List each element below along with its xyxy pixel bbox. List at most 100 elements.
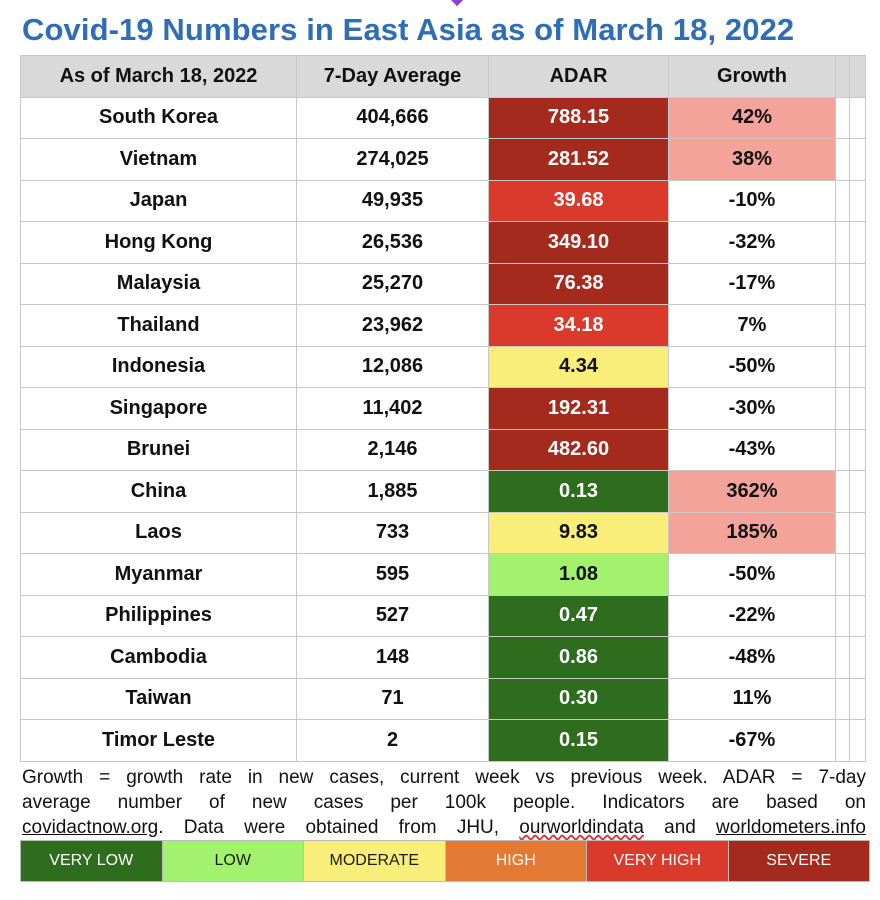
blank-cell	[835, 511, 850, 554]
growth-cell: 185%	[668, 511, 836, 554]
blank-cell	[849, 304, 866, 347]
blank-cell	[835, 387, 850, 430]
blank-cell	[835, 677, 850, 720]
blank-cell	[835, 138, 850, 181]
table-row: Thailand 23,962 34.18 7%	[20, 304, 866, 347]
average-cell: 2	[296, 719, 489, 762]
legend-item-moderate: MODERATE	[304, 841, 446, 881]
country-cell: Malaysia	[20, 262, 297, 305]
blank-cell	[849, 511, 866, 554]
footnote-text: and	[643, 817, 717, 838]
marker-icon	[449, 0, 465, 7]
growth-cell: 11%	[668, 677, 836, 720]
average-cell: 23,962	[296, 304, 489, 347]
blank-cell	[849, 138, 866, 181]
country-cell: Myanmar	[20, 553, 297, 596]
legend-item-low: LOW	[162, 841, 304, 881]
ourworldindata-link[interactable]: ourworldindata	[519, 817, 644, 838]
table-row: Singapore 11,402 192.31 -30%	[20, 387, 866, 430]
header-7day-average: 7-Day Average	[296, 55, 489, 98]
blank-cell	[849, 387, 866, 430]
table-body: South Korea 404,666 788.15 42% Vietnam 274,02…	[20, 96, 866, 762]
blank-cell	[835, 428, 850, 471]
growth-cell: -32%	[668, 221, 836, 264]
country-cell: South Korea	[20, 96, 297, 139]
average-cell: 71	[296, 677, 489, 720]
growth-cell: 42%	[668, 96, 836, 139]
average-cell: 12,086	[296, 345, 489, 388]
covid-table: As of March 18, 2022 7-Day Average ADAR …	[20, 55, 866, 762]
blank-cell	[849, 636, 866, 679]
footnote-line: covidactnow.org. Data were obtained from…	[22, 815, 866, 840]
blank-cell	[849, 428, 866, 471]
blank-cell	[835, 719, 850, 762]
legend: VERY LOW LOW MODERATE HIGH VERY HIGH SEVERE	[20, 840, 870, 882]
table-row: Laos 733 9.83 185%	[20, 511, 866, 554]
country-cell: Cambodia	[20, 636, 297, 679]
country-cell: Vietnam	[20, 138, 297, 181]
table-row: Timor Leste 2 0.15 -67%	[20, 719, 866, 762]
legend-item-very-high: VERY HIGH	[587, 841, 729, 881]
table-header-row: As of March 18, 2022 7-Day Average ADAR …	[20, 55, 866, 98]
blank-cell	[849, 345, 866, 388]
adar-cell: 34.18	[488, 304, 669, 347]
table-row: Myanmar 595 1.08 -50%	[20, 553, 866, 596]
legend-item-severe: SEVERE	[728, 841, 869, 881]
average-cell: 11,402	[296, 387, 489, 430]
table-row: Malaysia 25,270 76.38 -17%	[20, 262, 866, 305]
country-cell: Singapore	[20, 387, 297, 430]
average-cell: 527	[296, 594, 489, 637]
header-blank	[835, 55, 850, 98]
average-cell: 148	[296, 636, 489, 679]
growth-cell: -17%	[668, 262, 836, 305]
country-cell: Brunei	[20, 428, 297, 471]
country-cell: China	[20, 470, 297, 513]
country-cell: Hong Kong	[20, 221, 297, 264]
adar-cell: 76.38	[488, 262, 669, 305]
header-blank	[849, 55, 866, 98]
growth-cell: -67%	[668, 719, 836, 762]
adar-cell: 0.86	[488, 636, 669, 679]
blank-cell	[835, 594, 850, 637]
table-row: Japan 49,935 39.68 -10%	[20, 179, 866, 222]
footnote-line: Growth = growth rate in new cases, curre…	[22, 767, 866, 788]
growth-cell: 38%	[668, 138, 836, 181]
adar-cell: 0.15	[488, 719, 669, 762]
header-country: As of March 18, 2022	[20, 55, 297, 98]
adar-cell: 788.15	[488, 96, 669, 139]
adar-cell: 192.31	[488, 387, 669, 430]
worldometers-link[interactable]: worldometers.info	[716, 817, 866, 838]
adar-cell: 482.60	[488, 428, 669, 471]
growth-cell: -48%	[668, 636, 836, 679]
adar-cell: 281.52	[488, 138, 669, 181]
page-title: Covid-19 Numbers in East Asia as of Marc…	[22, 12, 795, 47]
legend-item-very-low: VERY LOW	[21, 841, 163, 881]
adar-cell: 0.47	[488, 594, 669, 637]
footnote: Growth = growth rate in new cases, curre…	[22, 765, 866, 840]
adar-cell: 39.68	[488, 179, 669, 222]
blank-cell	[835, 179, 850, 222]
table-row: Brunei 2,146 482.60 -43%	[20, 428, 866, 471]
blank-cell	[849, 470, 866, 513]
blank-cell	[835, 221, 850, 264]
covidactnow-link[interactable]: covidactnow.org	[22, 817, 159, 838]
blank-cell	[835, 304, 850, 347]
growth-cell: -43%	[668, 428, 836, 471]
average-cell: 49,935	[296, 179, 489, 222]
country-cell: Taiwan	[20, 677, 297, 720]
blank-cell	[849, 221, 866, 264]
country-cell: Philippines	[20, 594, 297, 637]
adar-cell: 0.30	[488, 677, 669, 720]
country-cell: Thailand	[20, 304, 297, 347]
footnote-line: average number of new cases per 100k peo…	[22, 792, 866, 813]
country-cell: Laos	[20, 511, 297, 554]
blank-cell	[849, 677, 866, 720]
blank-cell	[849, 96, 866, 139]
header-growth: Growth	[668, 55, 836, 98]
average-cell: 25,270	[296, 262, 489, 305]
adar-cell: 1.08	[488, 553, 669, 596]
adar-cell: 9.83	[488, 511, 669, 554]
blank-cell	[835, 96, 850, 139]
average-cell: 274,025	[296, 138, 489, 181]
blank-cell	[849, 719, 866, 762]
